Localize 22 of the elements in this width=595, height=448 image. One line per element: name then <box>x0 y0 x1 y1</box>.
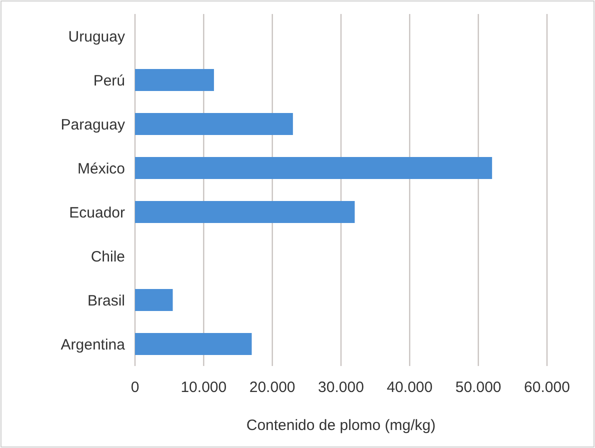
bar <box>135 333 252 355</box>
bar <box>135 113 293 135</box>
x-tick-label: 10.000 <box>180 379 227 396</box>
bar <box>135 69 214 91</box>
y-tick-label: Brasil <box>87 292 125 310</box>
x-tick-label: 30.000 <box>318 379 364 396</box>
y-tick-label: Argentina <box>60 336 126 354</box>
x-tick-label: 50.000 <box>455 379 502 396</box>
bar <box>135 201 355 223</box>
y-tick-label: México <box>77 160 125 178</box>
y-tick-label: Chile <box>90 248 125 266</box>
bar <box>135 157 492 179</box>
bar <box>135 289 173 311</box>
x-axis-title: Contenido de plomo (mg/kg) <box>246 417 436 434</box>
y-tick-label: Ecuador <box>69 204 125 222</box>
x-tick-label: 60.000 <box>524 379 570 396</box>
x-tick-label: 0 <box>130 379 140 396</box>
y-tick-label: Paraguay <box>60 116 126 134</box>
y-tick-label: Uruguay <box>68 28 126 46</box>
y-tick-label: Perú <box>93 72 125 90</box>
x-tick-label: 20.000 <box>249 379 296 396</box>
x-tick-label: 40.000 <box>386 379 433 396</box>
